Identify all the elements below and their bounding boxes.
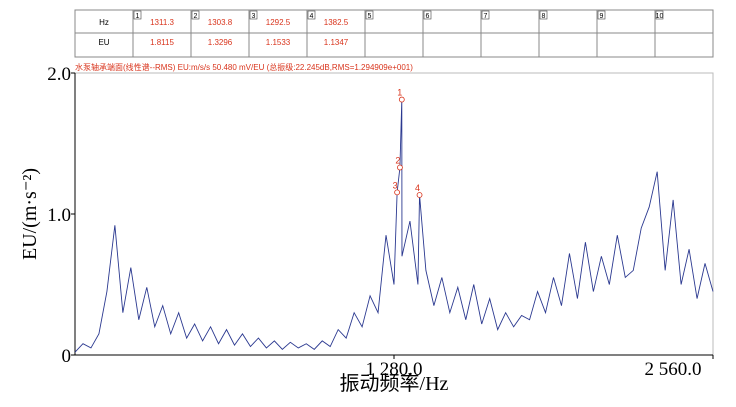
cursor-index: 7 — [484, 13, 488, 20]
cursor-index: 2 — [194, 13, 198, 20]
index-box — [423, 10, 432, 20]
table-row-label: Hz — [99, 18, 109, 27]
cursor-marker-label: 2 — [395, 156, 400, 166]
table-row-label: EU — [98, 38, 109, 47]
cursor-marker — [397, 164, 403, 171]
x-tick-label: 1 280.0 — [366, 359, 423, 380]
cursor-eu: 1.1533 — [266, 38, 291, 47]
cursor-index: 10 — [656, 13, 664, 20]
cursor-hz: 1303.8 — [208, 18, 233, 27]
index-box — [597, 10, 606, 20]
cursor-index: 9 — [600, 13, 604, 20]
plot-frame — [74, 72, 714, 356]
cursor-index: 1 — [136, 13, 140, 20]
cursor-hz: 1311.3 — [150, 18, 174, 27]
index-box — [133, 10, 142, 20]
x-tick-label: 2 560.0 — [645, 359, 702, 380]
cursor-marker — [398, 96, 405, 103]
spectrum-line — [74, 99, 714, 353]
index-box — [307, 10, 316, 20]
index-box — [655, 10, 664, 20]
cursor-eu: 1.3296 — [208, 38, 233, 47]
index-box — [191, 10, 200, 20]
cursor-index: 6 — [426, 13, 430, 20]
y-tick-label: 0 — [62, 346, 72, 367]
cursor-index: 4 — [310, 13, 314, 20]
cursor-eu: 1.8115 — [150, 38, 174, 47]
cursor-index: 8 — [542, 13, 546, 20]
index-box — [365, 10, 374, 20]
cursor-marker — [416, 192, 423, 198]
y-tick-label: 2.0 — [47, 64, 71, 85]
cursor-marker-label: 1 — [397, 88, 402, 98]
cursor-index: 5 — [368, 13, 372, 20]
index-box — [249, 10, 258, 20]
cursor-marker-label: 3 — [393, 180, 398, 190]
y-axis-label: EU/(m·s⁻²) — [19, 168, 41, 260]
cursor-eu: 1.1347 — [324, 38, 349, 47]
cursor-marker-label: 4 — [415, 183, 420, 193]
x-axis-label: 振动频率/Hz — [340, 372, 449, 395]
index-box — [539, 10, 548, 20]
cursor-hz: 1382.5 — [324, 18, 349, 27]
index-box — [481, 10, 490, 20]
cursor-index: 3 — [252, 13, 256, 20]
cursor-marker — [394, 189, 401, 196]
header-note: 水泵轴承端面(线性谱--RMS) EU:m/s/s 50.480 mV/EU (… — [75, 62, 413, 72]
y-tick-label: 1.0 — [47, 205, 71, 226]
cursor-hz: 1292.5 — [266, 18, 291, 27]
